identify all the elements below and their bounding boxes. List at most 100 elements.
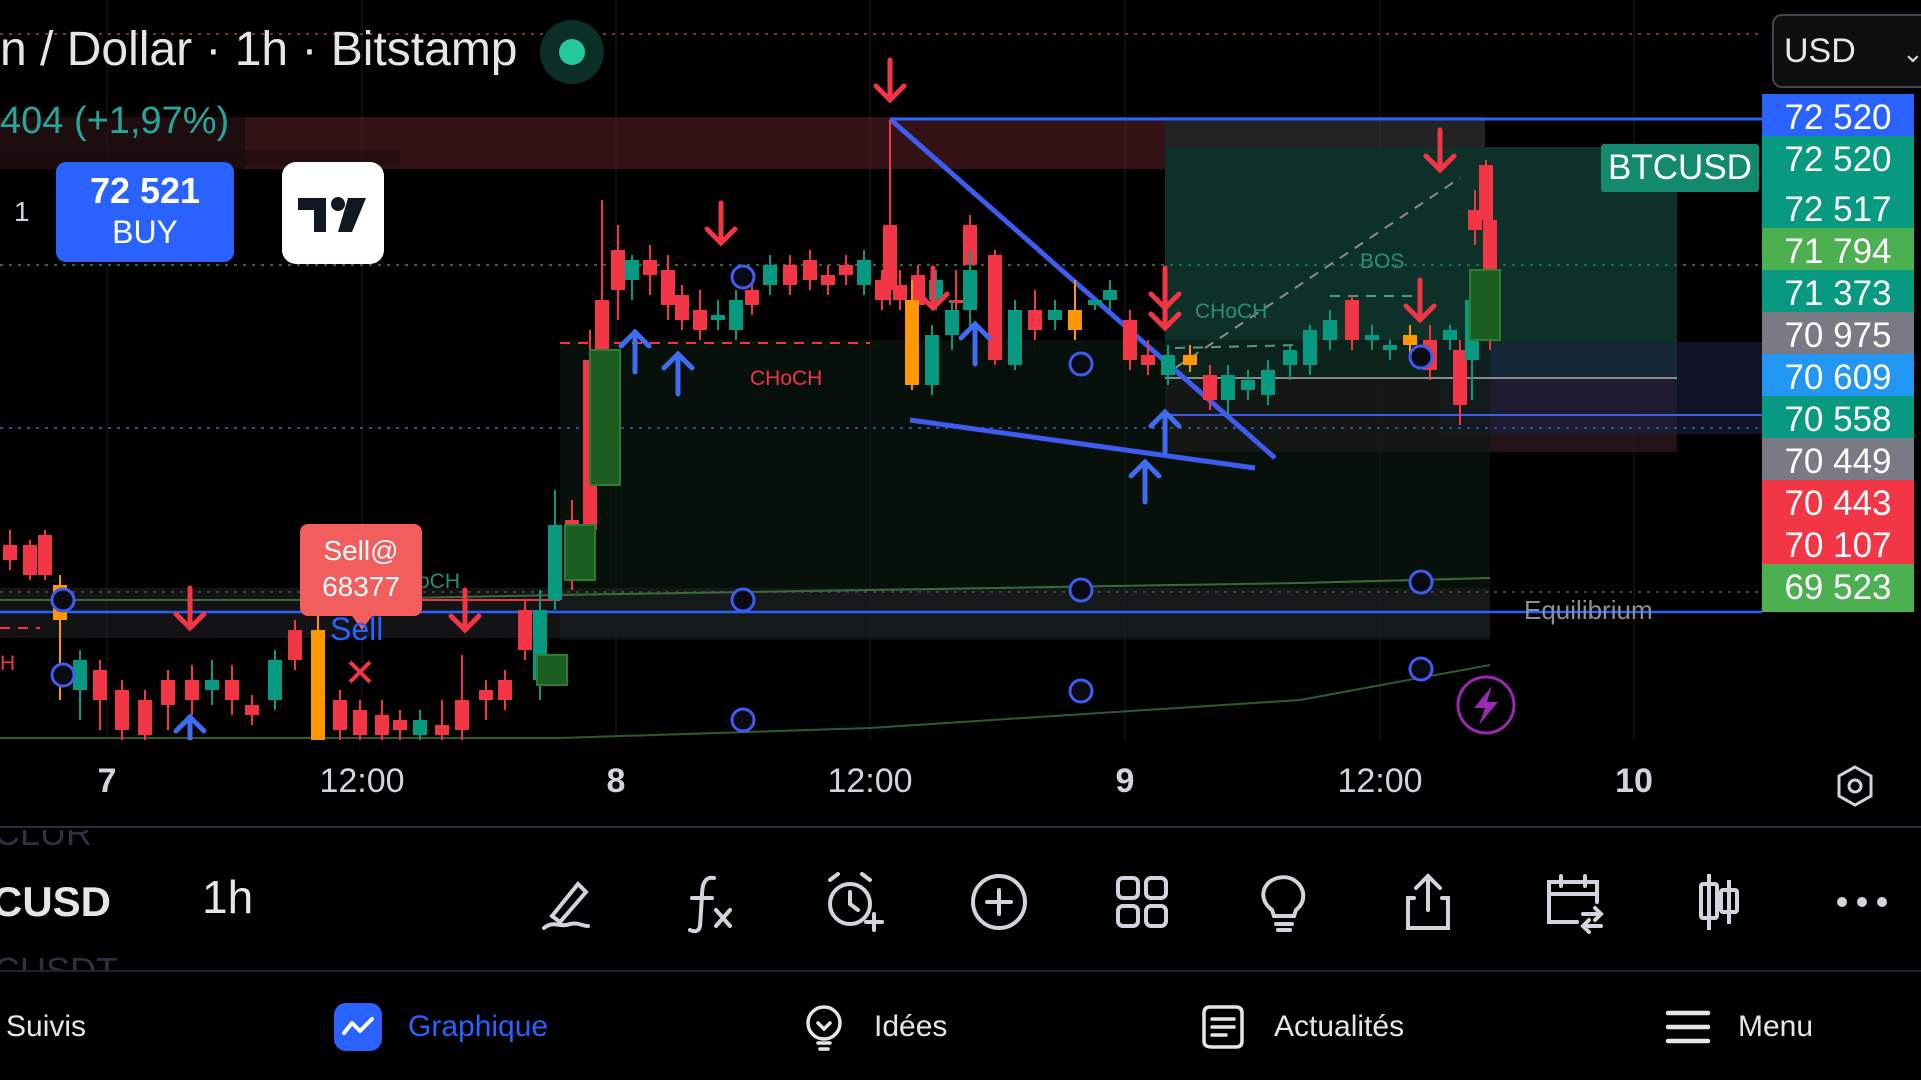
- candle-body: [498, 680, 512, 700]
- sell-arrow-icon: [916, 265, 950, 312]
- symbol-selector[interactable]: CUSD: [0, 878, 112, 925]
- price-chart[interactable]: CHoCH CHoCH BOS oCH Equilibrium H Sell@ …: [0, 0, 1762, 740]
- market-status-icon[interactable]: [540, 20, 604, 84]
- buy-label: BUY: [112, 214, 178, 250]
- order-block: [1469, 269, 1501, 341]
- candle-body: [1383, 345, 1397, 350]
- candle-body: [1028, 310, 1042, 330]
- candle-body: [1048, 310, 1062, 320]
- chevron-down-icon: ⌄: [1902, 38, 1921, 68]
- order-quantity[interactable]: 1: [14, 196, 30, 227]
- nav-menu-label: Menu: [1738, 1010, 1814, 1043]
- sell-arrow-icon: [873, 57, 907, 104]
- chart-area[interactable]: CHoCH CHoCH BOS oCH Equilibrium H Sell@ …: [0, 0, 1762, 740]
- candle-body: [595, 300, 609, 350]
- candle-body: [548, 525, 562, 600]
- choch-label-1: CHoCH: [750, 367, 822, 390]
- pivot-circle: [1068, 351, 1094, 377]
- time-label: 12:00: [1337, 762, 1423, 800]
- buy-arrow-icon: [1128, 458, 1162, 505]
- candle-body: [245, 705, 259, 715]
- buy-arrow-icon: [661, 350, 695, 397]
- candle-body: [1103, 290, 1117, 300]
- candles: [3, 120, 1501, 740]
- candle-body: [1183, 355, 1197, 365]
- falling-wedge-lower: [909, 417, 1256, 471]
- price-label: 70 449: [1762, 438, 1914, 486]
- candle-body: [205, 680, 219, 690]
- buy-arrow-icon: [173, 713, 207, 740]
- currency-value: USD: [1784, 32, 1856, 70]
- candle-body: [1008, 310, 1022, 365]
- pivot-circle: [1408, 569, 1434, 595]
- tradingview-logo-icon[interactable]: [282, 162, 384, 264]
- candle-body: [675, 295, 689, 320]
- price-label: 70 443: [1762, 480, 1914, 528]
- lightning-icon: [1456, 675, 1516, 735]
- candle-body: [333, 700, 347, 730]
- candle-body: [643, 260, 657, 275]
- candle-body: [729, 300, 743, 330]
- sell-arrow-icon: [1148, 285, 1182, 332]
- candle-body: [988, 255, 1002, 360]
- price-label: 71 373: [1762, 270, 1914, 318]
- interval-selector[interactable]: 1h: [202, 871, 254, 923]
- pivot-circle: [730, 264, 756, 290]
- chart-style-candles-icon[interactable]: [1683, 866, 1755, 938]
- candle-body: [821, 275, 835, 285]
- sell-signal-tag: Sell@ 68377: [300, 524, 422, 630]
- symbol-title[interactable]: n / Dollar · 1h · Bitstamp: [0, 23, 518, 76]
- candle-body: [1203, 375, 1217, 400]
- candle-body: [311, 630, 325, 740]
- share-icon[interactable]: [1392, 866, 1464, 938]
- equilibrium-label: Equilibrium: [1524, 595, 1653, 625]
- candle-body: [23, 545, 37, 575]
- pivot-circle: [50, 587, 76, 613]
- candle-body: [375, 715, 389, 735]
- add-circle-icon[interactable]: [963, 866, 1035, 938]
- pivot-circle: [1068, 678, 1094, 704]
- symbol-price-tag: BTCUSD: [1601, 144, 1759, 192]
- candle-body: [945, 310, 959, 335]
- candle-body: [3, 545, 17, 560]
- more-dots-icon[interactable]: [1826, 866, 1898, 938]
- price-label: 69 523: [1762, 564, 1914, 612]
- nav-graphique[interactable]: Graphique: [332, 974, 548, 1080]
- pivot-circle: [730, 707, 756, 733]
- candle-body: [1123, 320, 1137, 360]
- candle-body: [1468, 210, 1482, 230]
- nav-suivis[interactable]: Suivis: [6, 974, 86, 1080]
- currency-select[interactable]: USD ⌄: [1772, 14, 1921, 88]
- candle-body: [138, 700, 152, 735]
- candle-body: [1303, 330, 1317, 365]
- candle-body: [1443, 330, 1457, 340]
- candle-body: [1261, 370, 1275, 395]
- nav-actualites-label: Actualités: [1274, 1010, 1405, 1043]
- bottom-navigation: Suivis Graphique Idées Actualités Menu: [0, 974, 1921, 1080]
- candle-body: [479, 690, 493, 700]
- layouts-grid-icon[interactable]: [1106, 866, 1178, 938]
- nav-idees[interactable]: Idées: [798, 974, 947, 1080]
- sell-arrow-icon: [173, 585, 207, 632]
- chart-settings-icon[interactable]: [1833, 764, 1877, 808]
- pivot-circle: [1068, 577, 1094, 603]
- nav-actualites[interactable]: Actualités: [1198, 974, 1404, 1080]
- candle-body: [1283, 350, 1297, 365]
- buy-arrow-icon: [618, 328, 652, 375]
- candle-body: [745, 290, 759, 305]
- candle-body: [763, 265, 777, 285]
- ideas-bulb-icon[interactable]: [1248, 866, 1320, 938]
- time-axis[interactable]: 7 12:00 8 12:00 9 12:00 10: [0, 740, 1921, 828]
- price-label: 70 558: [1762, 396, 1914, 444]
- indicators-fx-icon[interactable]: [674, 866, 746, 938]
- price-label: 70 107: [1762, 522, 1914, 570]
- nav-menu[interactable]: Menu: [1662, 974, 1813, 1080]
- ghost-symbol-below: CUSDT: [0, 950, 118, 972]
- buy-button[interactable]: 72 521 BUY: [56, 162, 234, 262]
- replay-calendar-icon[interactable]: [1537, 866, 1609, 938]
- candle-body: [1365, 335, 1379, 340]
- candle-body: [455, 700, 469, 730]
- candle-body: [905, 300, 919, 385]
- alert-add-icon[interactable]: [818, 866, 890, 938]
- drawing-pen-icon[interactable]: [530, 866, 602, 938]
